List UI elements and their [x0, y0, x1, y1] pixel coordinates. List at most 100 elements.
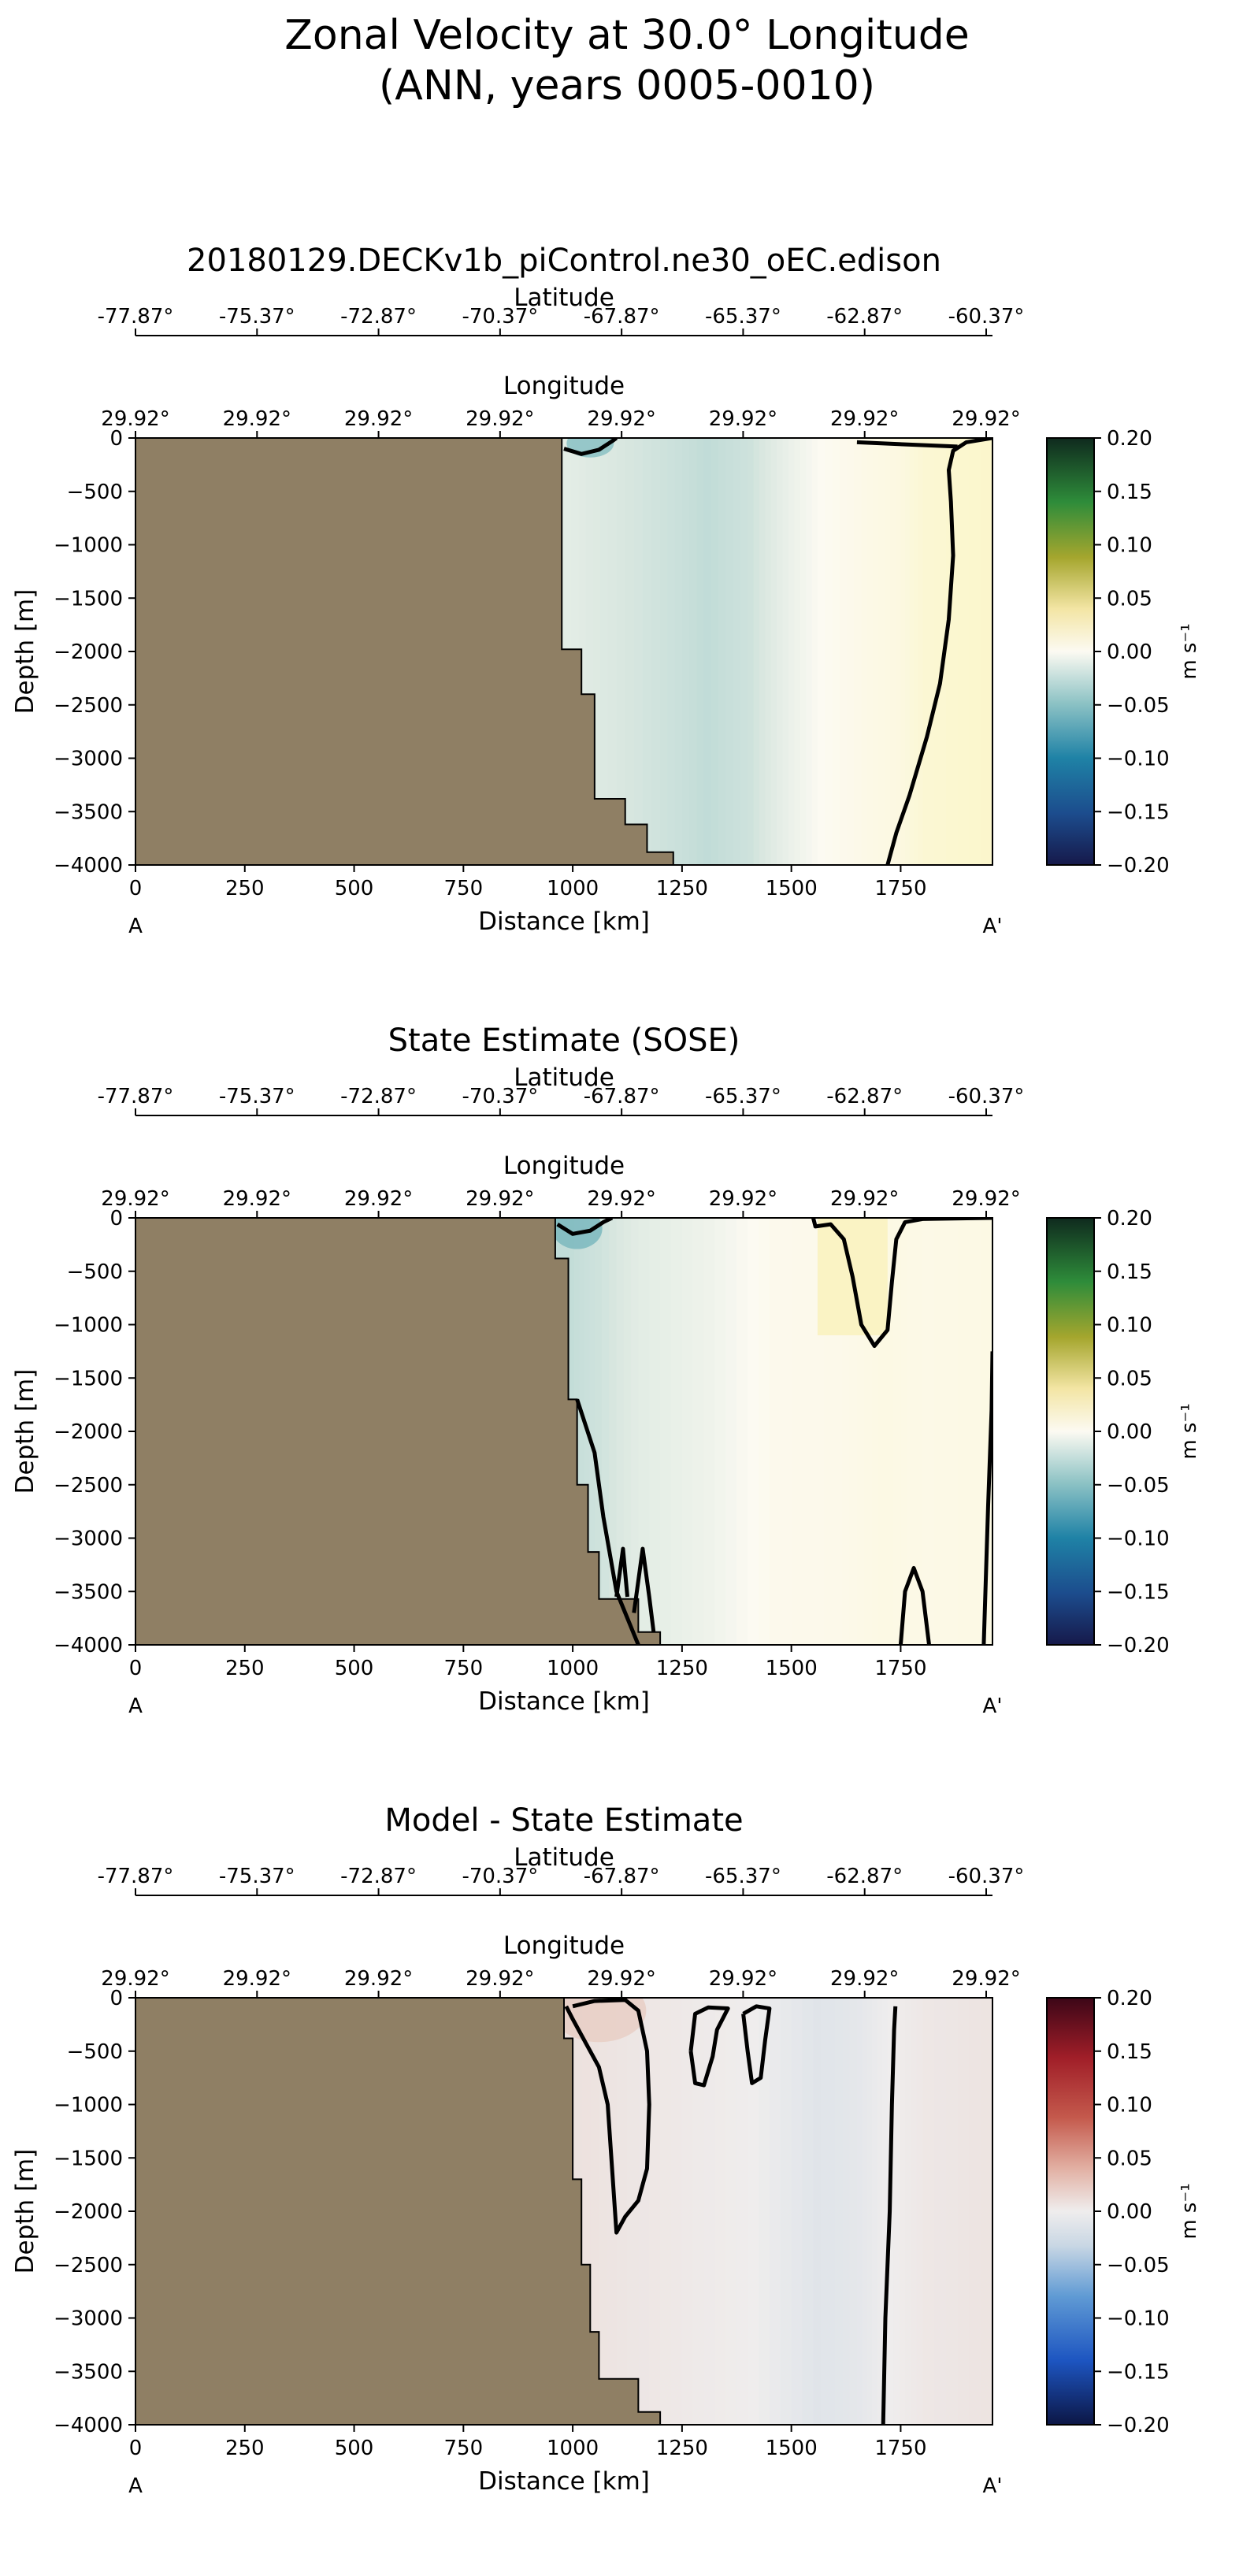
field-band [589, 1218, 595, 1645]
field-band [736, 1218, 749, 1645]
longitude-tick-label: 29.92° [101, 407, 169, 431]
field-band [945, 438, 959, 865]
field-band [811, 438, 818, 865]
field-band [981, 438, 992, 865]
colorbar-tick-label: 0.10 [1107, 534, 1152, 558]
colorbar-tick-label: −0.20 [1107, 2414, 1170, 2437]
x-tick-label: 0 [129, 877, 143, 900]
longitude-axis-label: Longitude [503, 1152, 625, 1180]
section-start-label: A [128, 915, 143, 938]
longitude-tick-label: 29.92° [223, 1187, 291, 1211]
latitude-tick-label: -70.37° [462, 305, 538, 328]
longitude-tick-label: 29.92° [101, 1967, 169, 1991]
colorbar-tick-label: 0.00 [1107, 2200, 1152, 2224]
y-tick-label: −4000 [54, 1634, 123, 1657]
y-tick-label: −3500 [54, 1580, 123, 1604]
longitude-tick-label: 29.92° [952, 1967, 1020, 1991]
y-tick-label: −2000 [54, 640, 123, 664]
field-band [633, 438, 644, 865]
zero-contour [856, 440, 958, 449]
zero-contour [898, 1565, 931, 1645]
field-band [703, 438, 712, 865]
colorbar-tick-label: 0.20 [1107, 1207, 1152, 1230]
surface-anomaly [551, 1998, 647, 2043]
colorbar-tick-label: 0.20 [1107, 427, 1152, 451]
x-tick-label: 1250 [656, 1657, 708, 1680]
field-band [873, 438, 880, 865]
longitude-tick-label: 29.92° [466, 1967, 534, 1991]
x-tick-label: 500 [335, 1657, 374, 1680]
longitude-tick-label: 29.92° [709, 407, 777, 431]
field-band [599, 1998, 609, 2425]
field-band [753, 438, 760, 865]
field-band [854, 438, 863, 865]
field-band [802, 1218, 814, 1645]
field-band [969, 1998, 982, 2425]
longitude-tick-label: 29.92° [587, 1967, 655, 1991]
x-tick-label: 0 [129, 2437, 143, 2460]
field-band [915, 1218, 924, 1645]
x-tick-label: 750 [444, 877, 484, 900]
field-band [882, 1998, 889, 2425]
field-band [933, 438, 947, 865]
field-band [593, 438, 602, 865]
field-band [607, 1998, 618, 2425]
latitude-tick-label: -75.37° [219, 1865, 295, 1888]
field-band [842, 1218, 851, 1645]
latitude-tick-label: -60.37° [948, 1865, 1025, 1888]
longitude-tick-label: 29.92° [587, 1187, 655, 1211]
x-tick-label: 750 [444, 1657, 484, 1680]
colorbar-tick-label: 0.05 [1107, 587, 1152, 611]
field-band [800, 438, 807, 865]
longitude-tick-label: 29.92° [830, 1187, 899, 1211]
latitude-tick-label: -72.87° [340, 1085, 417, 1108]
field-band [835, 1218, 844, 1645]
field-band [594, 1218, 603, 1645]
zero-contour [563, 438, 618, 456]
longitude-axis-label: Longitude [503, 1932, 625, 1960]
x-tick-label: 250 [225, 877, 265, 900]
panel-title: 20180129.DECKv1b_piControl.ne30_oEC.edis… [187, 243, 941, 279]
longitude-tick-label: 29.92° [344, 1187, 413, 1211]
field-band [916, 1998, 924, 2425]
colorbar-tick-label: 0.15 [1107, 481, 1152, 504]
y-tick-label: −500 [67, 2040, 123, 2064]
field-band [681, 1998, 694, 2425]
x-tick-label: 500 [335, 877, 374, 900]
latitude-tick-label: -77.87° [98, 1085, 174, 1108]
field-band [945, 1998, 959, 2425]
field-band [667, 438, 676, 865]
field-band [846, 438, 855, 865]
y-tick-label: −3000 [54, 748, 123, 771]
x-axis-label: Distance [km] [478, 1687, 650, 1716]
zero-contour [688, 2005, 730, 2088]
longitude-tick-label: 29.92° [952, 1187, 1020, 1211]
section-end-label: A' [983, 1694, 1003, 1718]
zero-contour [885, 438, 992, 865]
field-band [780, 1218, 792, 1645]
field-band [602, 1218, 610, 1645]
bathymetry [135, 1998, 662, 2425]
field-band [740, 438, 749, 865]
y-tick-label: −3500 [54, 2360, 123, 2384]
latitude-axis-label: Latitude [514, 1843, 614, 1872]
bathymetry [135, 438, 674, 865]
colorbar-tick-label: −0.15 [1107, 1580, 1170, 1604]
field-band [827, 1998, 837, 2425]
field-band [748, 438, 755, 865]
x-tick-label: 250 [225, 1657, 265, 1680]
field-band [900, 438, 906, 865]
colorbar-tick-label: −0.20 [1107, 1634, 1170, 1657]
latitude-tick-label: -60.37° [948, 1085, 1025, 1108]
field-band [813, 1998, 822, 2425]
x-axis-label: Distance [km] [478, 908, 650, 936]
x-tick-label: 1750 [874, 877, 926, 900]
colorbar-tick-label: 0.15 [1107, 2040, 1152, 2064]
latitude-tick-label: -72.87° [340, 1865, 417, 1888]
colorbar-tick-label: −0.05 [1107, 694, 1170, 718]
field-band [642, 438, 653, 865]
y-tick-label: −2000 [54, 1420, 123, 1444]
x-tick-label: 1750 [874, 2437, 926, 2460]
section-start-label: A [128, 1694, 143, 1718]
field-band [969, 1218, 982, 1645]
